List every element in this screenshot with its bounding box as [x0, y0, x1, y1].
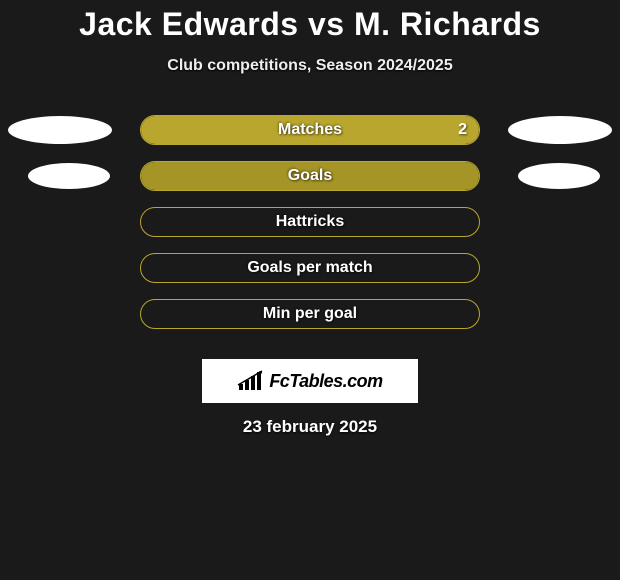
logo-box: FcTables.com	[202, 359, 418, 403]
avatar-ellipse-right	[518, 163, 600, 189]
stat-row: Goals per match	[0, 253, 620, 299]
stat-bar: Goals per match	[140, 253, 480, 283]
stats-rows: Matches2 Goals Hattricks Goals per match Min…	[0, 115, 620, 345]
comparison-infographic: Jack Edwards vs M. Richards Club competi…	[0, 0, 620, 437]
stat-row: Hattricks	[0, 207, 620, 253]
stat-label: Min per goal	[141, 305, 479, 323]
date-text: 23 february 2025	[0, 417, 620, 437]
stat-bar: Hattricks	[140, 207, 480, 237]
subtitle: Club competitions, Season 2024/2025	[0, 57, 620, 75]
stat-label: Goals per match	[141, 259, 479, 277]
bar-fill	[141, 116, 479, 144]
avatar-ellipse-left	[8, 116, 112, 144]
stat-bar: Matches2	[140, 115, 480, 145]
bar-chart-icon	[237, 370, 265, 392]
stat-value-p2: 2	[458, 121, 467, 139]
stat-bar: Goals	[140, 161, 480, 191]
vs-text: vs	[308, 6, 345, 42]
stat-bar: Min per goal	[140, 299, 480, 329]
bar-fill	[141, 162, 479, 190]
stat-row: Goals	[0, 161, 620, 207]
avatar-ellipse-left	[28, 163, 110, 189]
player1-name: Jack Edwards	[79, 6, 298, 42]
stat-row: Min per goal	[0, 299, 620, 345]
player2-name: M. Richards	[354, 6, 541, 42]
page-title: Jack Edwards vs M. Richards	[0, 6, 620, 43]
stat-label: Hattricks	[141, 213, 479, 231]
logo-text: FcTables.com	[269, 371, 382, 392]
avatar-ellipse-right	[508, 116, 612, 144]
stat-row: Matches2	[0, 115, 620, 161]
